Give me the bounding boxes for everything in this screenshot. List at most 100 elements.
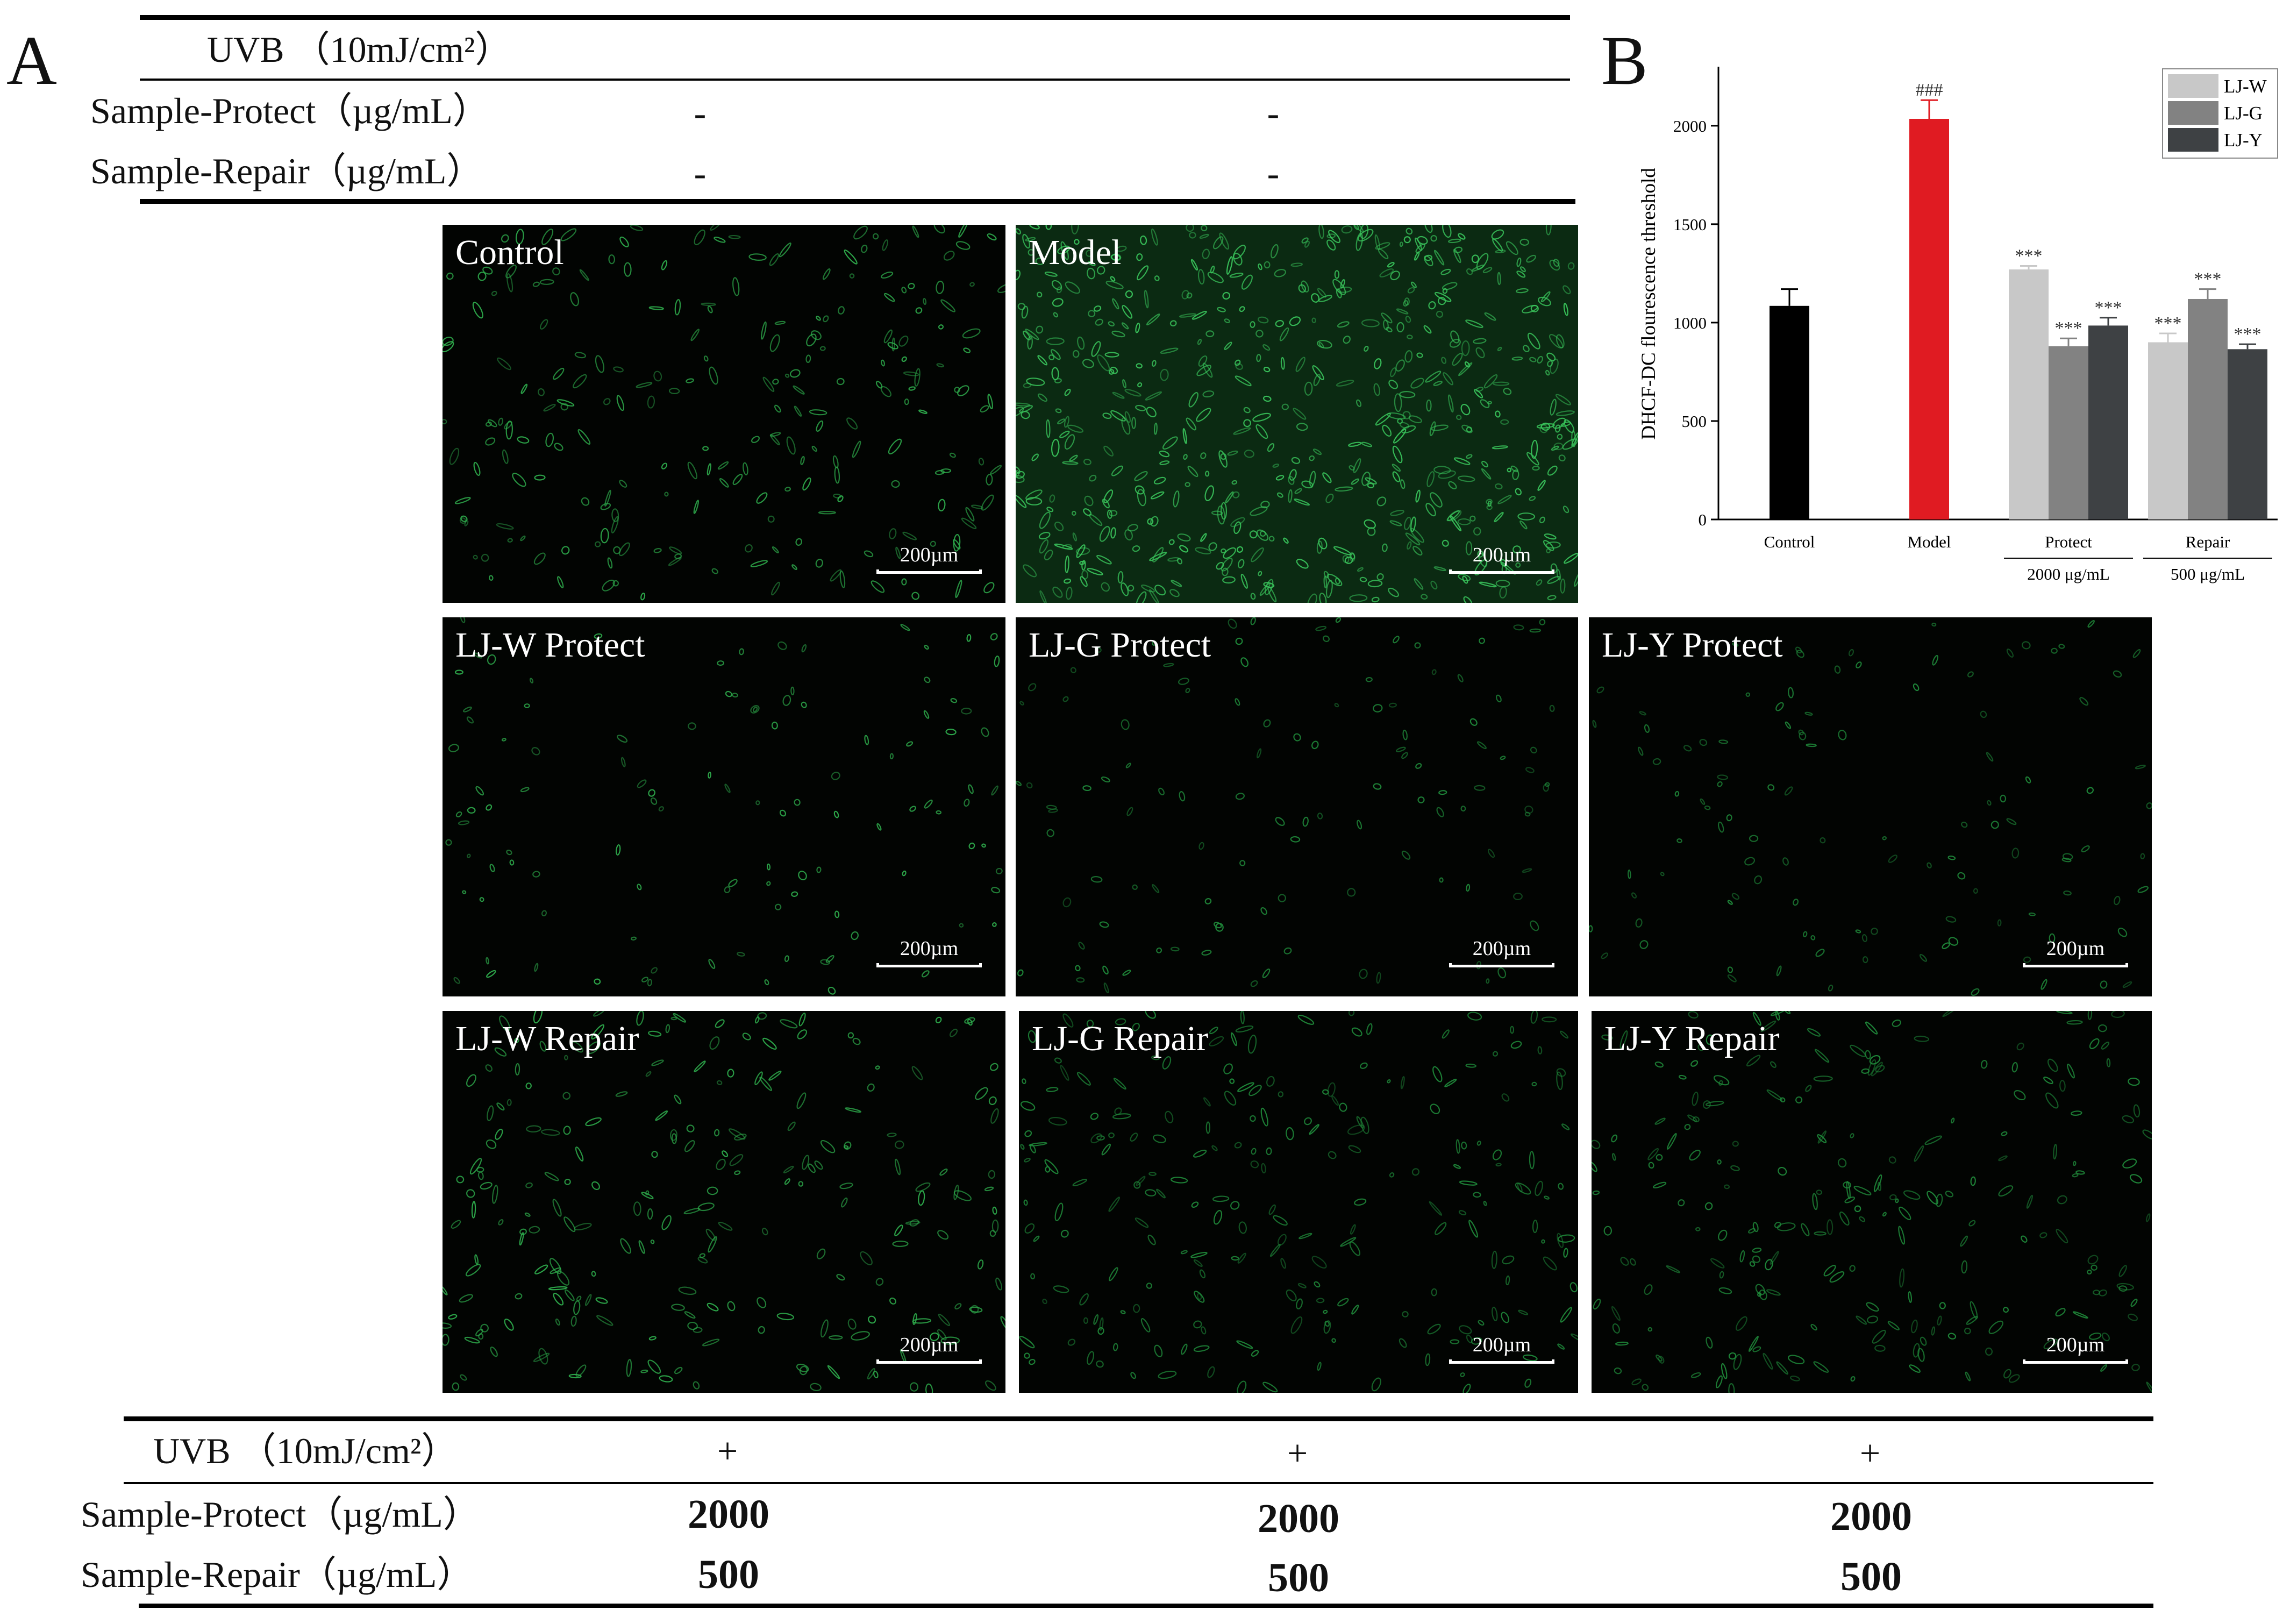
cell xyxy=(1294,498,1310,506)
cell xyxy=(1713,1075,1730,1086)
cell xyxy=(1855,929,1861,934)
cell xyxy=(1097,354,1110,372)
cell xyxy=(1193,1320,1202,1329)
cell xyxy=(1083,1317,1088,1324)
cell xyxy=(1615,1341,1629,1346)
cell xyxy=(1072,350,1080,358)
cell xyxy=(1033,1235,1040,1242)
cell xyxy=(1146,314,1160,326)
cell xyxy=(1395,746,1406,752)
cell xyxy=(1207,1366,1215,1378)
cell xyxy=(2073,1160,2077,1166)
cell xyxy=(1479,581,1497,588)
micrograph-lj-y-repair: LJ-Y Repair 200µm xyxy=(1592,1011,2152,1393)
cell xyxy=(1542,1016,1557,1023)
cell xyxy=(750,560,768,567)
cell xyxy=(1096,1360,1104,1368)
cell xyxy=(504,421,512,430)
cell xyxy=(814,1160,823,1170)
cell xyxy=(1291,457,1301,464)
cell xyxy=(1690,1060,1699,1067)
cell xyxy=(1102,412,1112,419)
cell xyxy=(485,421,492,427)
cell xyxy=(488,575,494,581)
cell xyxy=(541,229,554,245)
cell xyxy=(1162,1056,1172,1070)
cell xyxy=(1850,1376,1856,1382)
cell xyxy=(1724,1184,1730,1189)
cell xyxy=(1400,479,1406,489)
cell xyxy=(1381,312,1393,324)
cell xyxy=(1134,471,1148,481)
cell xyxy=(1415,489,1421,503)
cell xyxy=(754,1071,763,1085)
cell xyxy=(1466,268,1473,275)
cell xyxy=(847,1032,854,1039)
cell xyxy=(1361,319,1380,327)
cell xyxy=(2087,1269,2092,1275)
cell xyxy=(903,371,919,376)
cell xyxy=(1939,1302,1946,1309)
cell xyxy=(1280,357,1285,370)
cell xyxy=(1466,884,1471,892)
cell xyxy=(1838,730,1847,740)
cell xyxy=(889,528,897,539)
cell xyxy=(1233,521,1242,535)
cell xyxy=(1194,1291,1205,1303)
cell xyxy=(705,1228,716,1241)
cell xyxy=(834,466,840,484)
cell xyxy=(1090,1133,1102,1144)
cell xyxy=(2016,1042,2024,1051)
cell xyxy=(1437,297,1446,305)
cell xyxy=(1037,393,1047,402)
cell xyxy=(1101,582,1110,592)
cell xyxy=(1277,1234,1287,1246)
cell xyxy=(1814,1231,1827,1236)
cell xyxy=(1536,423,1555,429)
cell xyxy=(490,1347,498,1357)
cell xyxy=(1200,452,1207,459)
cell xyxy=(1376,573,1384,581)
cell xyxy=(864,735,869,745)
cell xyxy=(1276,492,1283,498)
cell xyxy=(2001,1131,2008,1136)
y-tick-label: 1500 xyxy=(1673,215,1707,234)
cell xyxy=(1656,1354,1663,1362)
cell xyxy=(1211,1145,1218,1151)
cell xyxy=(1327,1082,1336,1097)
cell xyxy=(1208,542,1217,551)
cell xyxy=(1601,952,1609,959)
cell xyxy=(1775,1011,1780,1021)
cell xyxy=(1564,553,1578,564)
cell xyxy=(1537,480,1546,491)
cell xyxy=(1546,352,1556,361)
cell xyxy=(774,903,782,910)
cell xyxy=(1770,1061,1777,1068)
cell xyxy=(478,1333,484,1340)
cell xyxy=(1513,624,1524,631)
cell xyxy=(1124,529,1133,541)
cell xyxy=(969,1306,983,1313)
cell-fluorescence xyxy=(445,617,1003,995)
cell xyxy=(1147,1234,1156,1245)
cell xyxy=(1564,419,1575,433)
cell xyxy=(1728,1383,1735,1393)
cell xyxy=(1280,1258,1286,1269)
cell xyxy=(1016,269,1021,281)
cell xyxy=(616,395,624,411)
cell xyxy=(1066,587,1073,600)
cell xyxy=(1261,1163,1266,1174)
bottom-repair-value-3: 500 xyxy=(1840,1554,1902,1599)
cell xyxy=(1461,1141,1467,1150)
cell xyxy=(1281,403,1289,410)
cell xyxy=(1290,836,1301,843)
cell xyxy=(1153,1134,1166,1143)
cell xyxy=(1275,475,1285,481)
cell xyxy=(1263,395,1272,402)
cell xyxy=(994,656,1000,667)
cell xyxy=(766,881,771,886)
cell xyxy=(1394,393,1402,412)
cell xyxy=(1484,312,1496,321)
cell xyxy=(831,772,840,780)
cell xyxy=(467,807,476,814)
